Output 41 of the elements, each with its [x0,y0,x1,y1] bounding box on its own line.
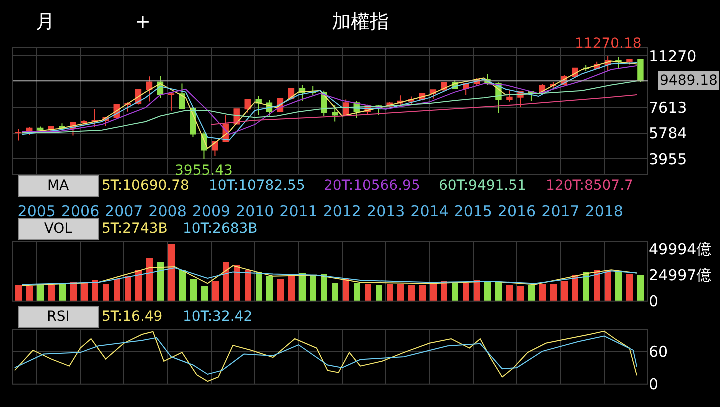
y-tick-label: 0 [649,376,659,394]
ref-line-label: 9489.18 [660,73,718,89]
text: 月 [36,11,55,33]
x-tick-label: 2010 [236,202,274,221]
text: 60T:9491.51 [439,178,526,194]
y-tick-label: 24997億 [649,266,712,285]
y-tick-label: 49994億 [649,240,712,258]
x-tick-label: 2016 [498,202,536,221]
x-tick-label: 2006 [61,202,100,221]
x-tick-label: 2013 [367,202,406,221]
text: 5T:2743B [102,221,168,237]
x-tick-label: 2011 [280,202,318,221]
y-tick-label: 5784 [649,124,688,143]
text: 5T:10690.78 [102,178,190,194]
text: 120T:8507.7 [546,178,634,194]
x-tick-label: 2018 [585,202,624,221]
legend-title: VOL [44,221,73,237]
text: 10T:32.42 [183,309,253,325]
chart-title: 加權指 [332,11,389,33]
x-tick-label: 2017 [542,202,580,221]
y-tick-label: 0 [649,292,659,311]
legend-title: MA [47,178,70,194]
y-tick-label: 7613 [649,98,688,117]
text: 20T:10566.95 [324,178,420,194]
x-tick-label: 2005 [18,202,56,221]
y-tick-label: 60 [649,342,668,361]
y-tick-label: 11270 [649,47,697,66]
x-tick-label: 2009 [192,202,231,221]
text: 10T:10782.55 [209,178,306,194]
x-tick-label: 2015 [454,202,492,221]
series-label: 5T:16.49 [102,309,163,325]
legend-title: RSI [47,309,70,325]
x-tick-label: 2008 [148,202,187,221]
text: + [135,11,151,33]
annotation: 3955.43 [175,163,233,179]
y-tick-label: 3955 [649,150,688,168]
text: 10T:2683B [183,221,258,237]
x-tick-label: 2007 [105,202,144,221]
annotation: 11270.18 [575,36,642,52]
x-tick-label: 2014 [410,202,449,221]
x-tick-label: 2012 [323,202,362,221]
